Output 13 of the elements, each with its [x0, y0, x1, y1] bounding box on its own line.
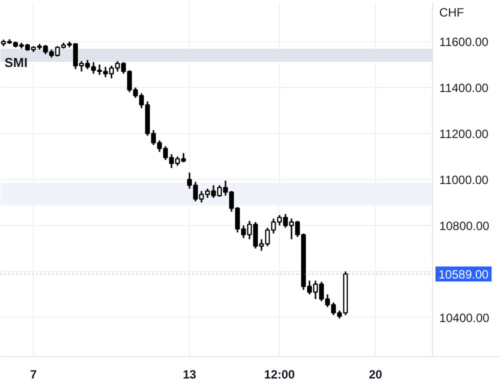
ref-line-label: 10589.00	[438, 267, 489, 282]
y-axis-title: CHF	[439, 6, 464, 20]
y-tick-label: 11200.00	[439, 127, 489, 142]
x-tick-label: 7	[30, 368, 38, 382]
y-tick-label: 11400.00	[439, 81, 489, 96]
x-tick-label: 12:00	[264, 368, 296, 382]
x-tick-label: 13	[182, 368, 196, 382]
y-tick-label: 10400.00	[439, 310, 490, 325]
y-tick-label: 10800.00	[439, 218, 490, 233]
x-tick-label: 20	[368, 368, 382, 382]
text: SMI	[4, 55, 28, 70]
y-tick-label: 11000.00	[439, 173, 489, 187]
y-tick-label: 11600.00	[439, 35, 489, 50]
